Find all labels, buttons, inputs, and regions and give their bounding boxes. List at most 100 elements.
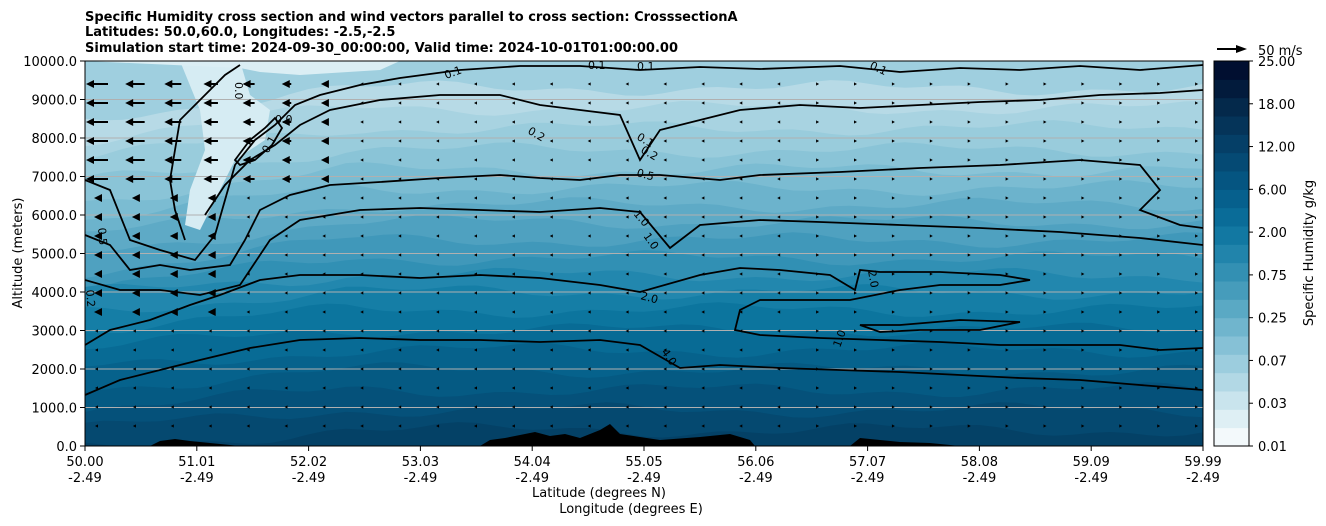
colorbar-label: Specific Humidity g/kg bbox=[1302, 180, 1317, 326]
wind-vector-head bbox=[891, 329, 895, 333]
wind-vector-head bbox=[436, 177, 440, 181]
wind-vector-head bbox=[1043, 253, 1047, 257]
wind-vector-head bbox=[1195, 386, 1199, 390]
wind-vector-head bbox=[929, 386, 933, 390]
wind-vector-head bbox=[1081, 310, 1085, 314]
wind-vector-head bbox=[967, 215, 971, 219]
wind-vector-head bbox=[929, 272, 933, 276]
wind-vector-head bbox=[511, 177, 515, 181]
wind-vector-head bbox=[854, 215, 857, 219]
title-line-3: Simulation start time: 2024-09-30_00:00:… bbox=[85, 41, 678, 56]
wind-vector-head bbox=[777, 177, 781, 181]
wind-vector-head bbox=[701, 329, 705, 333]
colorbar-tick-label: 25.00 bbox=[1258, 55, 1295, 70]
wind-vector-head bbox=[777, 367, 781, 371]
contour-label: 2.0 bbox=[639, 289, 659, 306]
wind-vector-head bbox=[1195, 139, 1199, 143]
wind-vector-head bbox=[322, 291, 326, 295]
wind-vector-head bbox=[587, 82, 591, 86]
wind-vector-head bbox=[474, 424, 477, 428]
wind-vector-head bbox=[929, 139, 933, 143]
wind-vector-head bbox=[816, 348, 820, 352]
wind-vector-head bbox=[816, 329, 820, 333]
colorbar-segment bbox=[1214, 336, 1249, 355]
wind-vector-head bbox=[625, 329, 629, 333]
wind-vector-head bbox=[1157, 291, 1161, 295]
wind-vector-head bbox=[132, 424, 136, 428]
wind-vector-head bbox=[967, 424, 971, 428]
wind-vector-head bbox=[511, 272, 515, 276]
wind-vector-head bbox=[1043, 82, 1047, 86]
wind-vector-head bbox=[322, 367, 326, 371]
wind-vector-head bbox=[86, 118, 94, 126]
wind-vector-head bbox=[967, 329, 971, 333]
wind-vector-head bbox=[360, 386, 364, 390]
wind-vector-head bbox=[777, 120, 781, 124]
wind-vector-head bbox=[511, 329, 515, 333]
x-tick-label-lon: -2.49 bbox=[1074, 471, 1108, 486]
wind-vector-head bbox=[663, 367, 667, 371]
wind-vector-head bbox=[511, 386, 515, 390]
wind-vector-head bbox=[854, 424, 857, 428]
wind-vector-head bbox=[1005, 348, 1009, 352]
wind-vector-head bbox=[207, 232, 216, 240]
wind-vector-head bbox=[511, 348, 515, 352]
wind-vector-head bbox=[777, 82, 781, 86]
wind-vector-head bbox=[891, 272, 895, 276]
wind-vector-head bbox=[1081, 158, 1085, 162]
wind-vector-head bbox=[663, 405, 667, 409]
wind-vector-head bbox=[1119, 329, 1123, 333]
wind-vector-head bbox=[1081, 253, 1085, 257]
wind-vector-head bbox=[170, 405, 174, 409]
wind-vector-head bbox=[777, 101, 781, 105]
wind-vector-head bbox=[1119, 82, 1123, 86]
wind-vector-head bbox=[1005, 424, 1009, 428]
wind-vector-head bbox=[164, 80, 173, 88]
wind-vector-head bbox=[854, 234, 857, 238]
wind-vector-head bbox=[1119, 139, 1123, 143]
colorbar-segment bbox=[1214, 97, 1249, 117]
wind-vector-head bbox=[663, 120, 667, 124]
humidity-contour-lines bbox=[85, 64, 1203, 396]
colorbar-segment bbox=[1214, 244, 1249, 264]
wind-vector-head bbox=[1005, 82, 1009, 86]
wind-vector-head bbox=[967, 101, 971, 105]
y-tick-label: 8000.0 bbox=[32, 132, 78, 147]
x-tick-label-lat: 57.07 bbox=[849, 455, 886, 470]
y-tick-label: 9000.0 bbox=[32, 94, 78, 109]
wind-vector-head bbox=[511, 253, 515, 257]
wind-vector-head bbox=[474, 272, 477, 276]
wind-vector-head bbox=[474, 253, 477, 257]
colorbar-tick-label: 0.07 bbox=[1258, 354, 1287, 369]
wind-vector-head bbox=[94, 308, 102, 316]
colorbar-tick-label: 12.00 bbox=[1258, 141, 1295, 156]
wind-vector-head bbox=[739, 158, 743, 162]
wind-vector-head bbox=[95, 386, 98, 390]
wind-vector-head bbox=[246, 253, 250, 257]
wind-vector-head bbox=[170, 424, 174, 428]
wind-vector-head bbox=[587, 272, 591, 276]
x-tick-label-lon: -2.49 bbox=[68, 471, 102, 486]
wind-vector-head bbox=[360, 234, 364, 238]
wind-vector-head bbox=[436, 386, 440, 390]
wind-vector-head bbox=[511, 367, 515, 371]
y-tick-label: 5000.0 bbox=[32, 248, 78, 263]
wind-vector-head bbox=[1043, 234, 1047, 238]
wind-vector-head bbox=[474, 177, 477, 181]
wind-vector-head bbox=[203, 137, 212, 145]
wind-vector-head bbox=[967, 272, 971, 276]
wind-vector-head bbox=[816, 405, 820, 409]
contour-line bbox=[859, 319, 1021, 333]
wind-vector-head bbox=[967, 310, 971, 314]
wind-vector-head bbox=[94, 270, 102, 278]
wind-vector-head bbox=[322, 234, 326, 238]
wind-vector-head bbox=[207, 289, 216, 297]
wind-vector-head bbox=[663, 253, 667, 257]
wind-vector-head bbox=[587, 310, 591, 314]
wind-vector-head bbox=[1157, 196, 1161, 200]
wind-vector-head bbox=[436, 329, 440, 333]
contour-line bbox=[85, 207, 1203, 296]
wind-vector-head bbox=[701, 215, 705, 219]
wind-vector-head bbox=[777, 234, 781, 238]
contour-line bbox=[204, 89, 1203, 216]
